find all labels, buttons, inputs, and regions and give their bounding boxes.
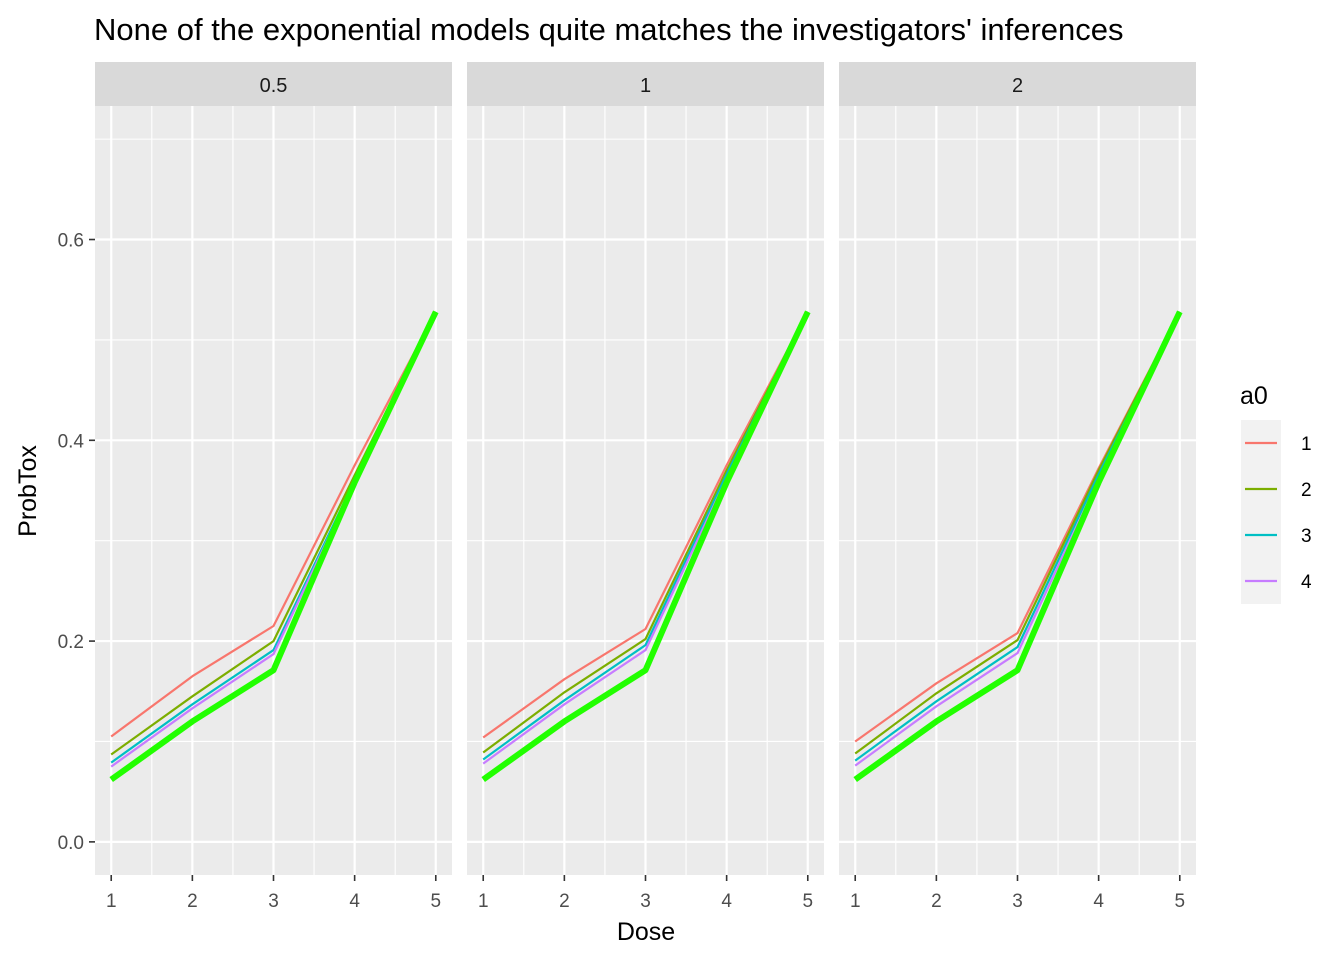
x-tick-label: 2 (187, 891, 198, 912)
x-tick-label: 1 (106, 891, 117, 912)
legend-label: 1 (1301, 434, 1312, 455)
x-axis-title: Dose (617, 918, 675, 946)
legend: a0 1 2 3 4 (1240, 382, 1312, 604)
series-line-a0-2 (482, 311, 809, 754)
x-tick-label: 3 (640, 891, 651, 912)
x-tick-label: 5 (430, 891, 441, 912)
x-tick-label: 1 (478, 891, 489, 912)
x-tick-label: 2 (931, 891, 942, 912)
legend-key-background (1241, 420, 1281, 604)
reference-line (853, 310, 1183, 783)
x-tick-label: 1 (850, 891, 861, 912)
legend-title: a0 (1240, 382, 1268, 410)
legend-label: 2 (1301, 480, 1312, 501)
facet-strip-label: 2 (1012, 75, 1023, 97)
y-axis: 0.0 0.2 0.4 0.6 (58, 231, 95, 854)
reference-line (109, 310, 439, 783)
legend-label: 4 (1301, 572, 1312, 593)
y-tick-label: 0.4 (58, 431, 85, 452)
facet-panels: 0.5 1 2 3 4 5 1 1 2 3 4 5 2 1 2 3 4 5 (95, 62, 1196, 912)
reference-line (481, 310, 811, 783)
facet-strip (839, 62, 1196, 106)
y-tick-label: 0.6 (58, 231, 84, 252)
facet-panel: 0.5 1 2 3 4 5 (95, 62, 452, 912)
facet-strip-label: 0.5 (260, 75, 288, 97)
facet-strip (95, 62, 452, 106)
series-line-a0-1 (110, 311, 437, 738)
y-tick-label: 0.2 (58, 632, 84, 653)
x-tick-label: 4 (349, 891, 360, 912)
x-tick-label: 3 (1012, 891, 1023, 912)
series-line-a0-1 (482, 311, 809, 739)
y-tick-label: 0.0 (58, 833, 84, 854)
facet-panel: 2 1 2 3 4 5 (839, 62, 1196, 912)
legend-label: 3 (1301, 526, 1312, 547)
x-tick-label: 2 (559, 891, 570, 912)
x-tick-label: 3 (268, 891, 279, 912)
x-tick-label: 5 (802, 891, 813, 912)
x-tick-label: 4 (721, 891, 732, 912)
chart-title: None of the exponential models quite mat… (94, 12, 1124, 47)
facet-strip (467, 62, 824, 106)
series-line-a0-2 (854, 311, 1181, 755)
facet-strip-label: 1 (640, 75, 651, 97)
facet-panel: 1 1 2 3 4 5 (467, 62, 824, 912)
y-axis-title: ProbTox (14, 445, 42, 537)
x-tick-label: 4 (1093, 891, 1104, 912)
x-tick-label: 5 (1174, 891, 1185, 912)
